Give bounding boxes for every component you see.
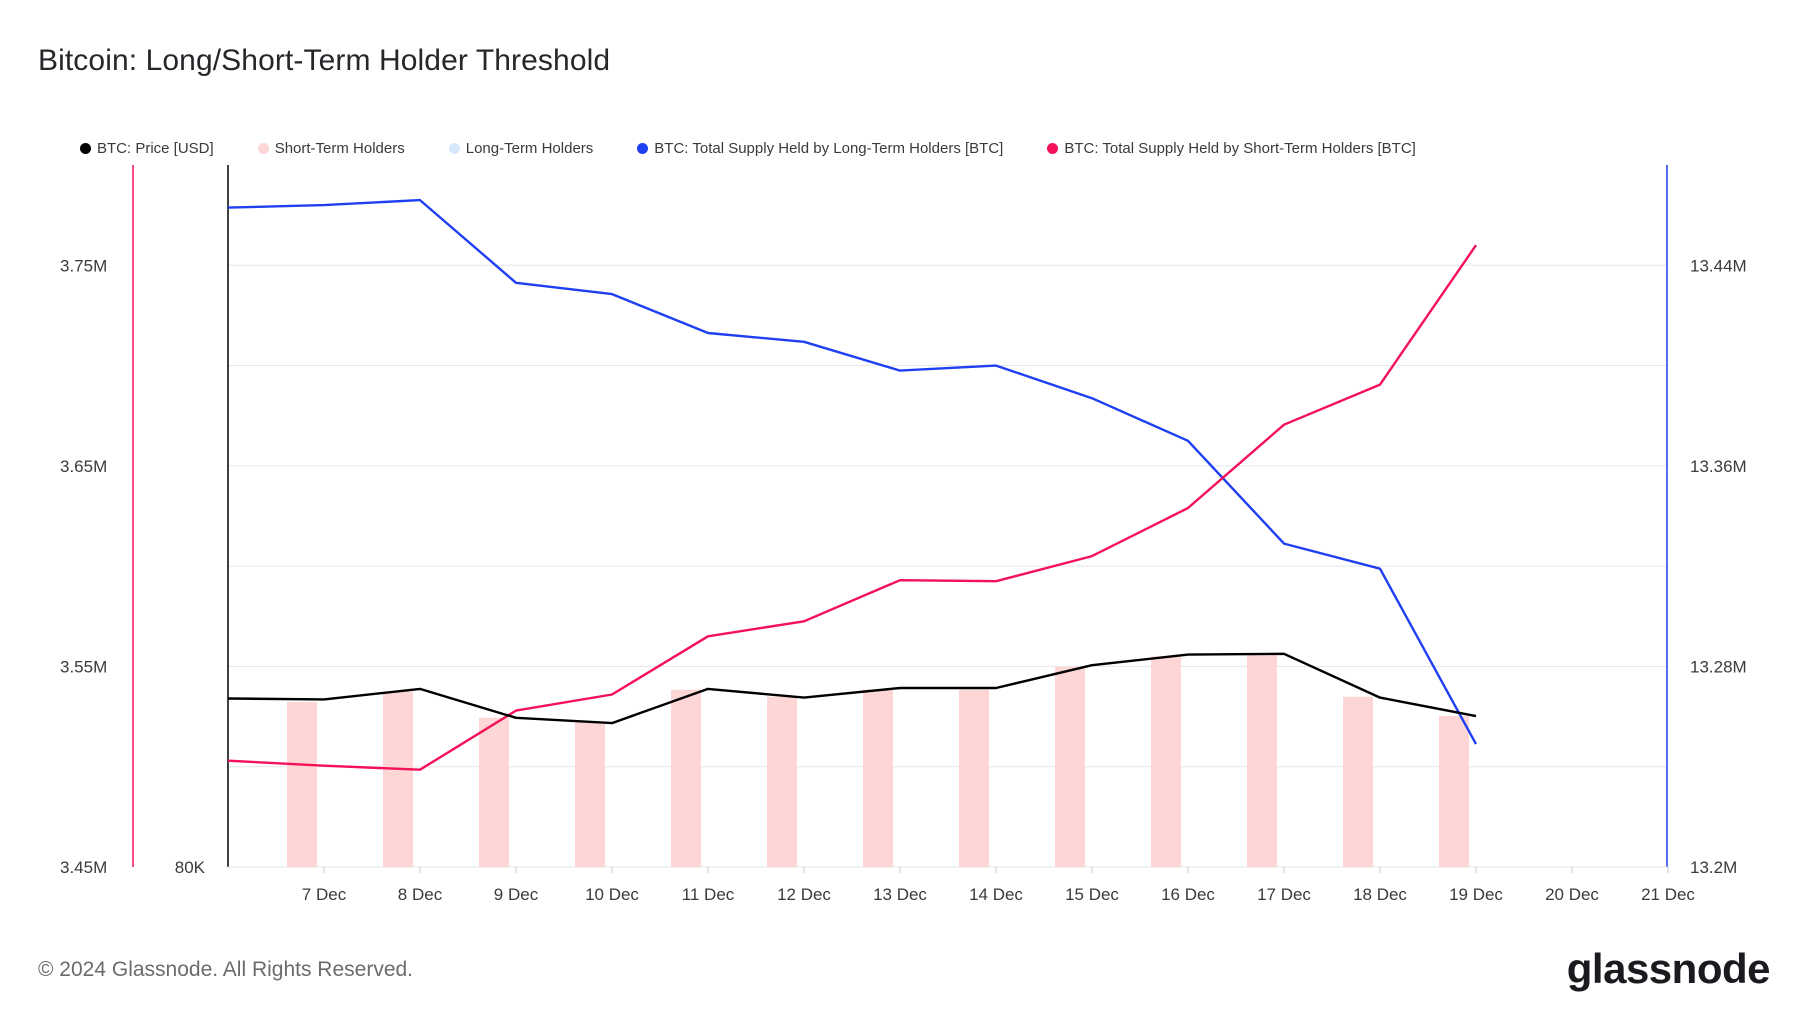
bar-short-term-holders xyxy=(479,717,509,867)
legend-item[interactable]: BTC: Total Supply Held by Short-Term Hol… xyxy=(1047,140,1416,157)
x-axis-tick-label: 15 Dec xyxy=(1065,885,1119,904)
right-axis-tick-label: 13.2M xyxy=(1690,858,1737,877)
x-axis-tick-label: 13 Dec xyxy=(873,885,927,904)
left-axis-tick-label: 3.65M xyxy=(60,457,107,476)
bar-short-term-holders xyxy=(1151,656,1181,867)
legend-label: Short-Term Holders xyxy=(274,140,405,157)
bar-short-term-holders xyxy=(671,689,701,867)
glassnode-logo: glassnode xyxy=(1566,945,1771,992)
x-axis-tick-label: 11 Dec xyxy=(682,885,735,904)
legend-item[interactable]: BTC: Price [USD] xyxy=(80,140,214,157)
copyright-text: © 2024 Glassnode. All Rights Reserved. xyxy=(38,958,414,981)
x-axis-tick-label: 10 Dec xyxy=(585,885,639,904)
price-axis-tick-label: 80K xyxy=(175,858,206,877)
btc-price-line xyxy=(227,652,1477,725)
x-axis-tick-label: 17 Dec xyxy=(1257,885,1311,904)
x-axis-tick-label: 14 Dec xyxy=(969,885,1023,904)
legend-label: BTC: Total Supply Held by Short-Term Hol… xyxy=(1064,140,1416,157)
legend-item[interactable]: Short-Term Holders xyxy=(257,140,405,157)
legend-label: BTC: Total Supply Held by Long-Term Hold… xyxy=(654,140,1004,157)
x-axis-tick-label: 8 Dec xyxy=(398,885,443,904)
bar-short-term-holders xyxy=(1439,716,1469,867)
left-axis-tick-label: 3.45M xyxy=(60,858,107,877)
legend-item[interactable]: BTC: Total Supply Held by Long-Term Hold… xyxy=(637,140,1003,157)
chart-legend: BTC: Price [USD] Short-Term Holders Long-T… xyxy=(80,140,1460,157)
x-axis-tick-label: 16 Dec xyxy=(1161,885,1215,904)
bar-short-term-holders xyxy=(863,689,893,867)
bar-short-term-holders xyxy=(287,702,317,867)
left-axis-tick-label: 3.55M xyxy=(60,657,107,676)
bar-short-term-holders xyxy=(1247,652,1277,867)
bar-short-term-holders xyxy=(767,696,797,867)
legend-dot-icon xyxy=(1047,143,1059,154)
bar-short-term-holders xyxy=(959,689,989,867)
x-axis-tick-label: 7 Dec xyxy=(302,885,347,904)
legend-item[interactable]: Long-Term Holders xyxy=(448,140,594,157)
bar-short-term-holders xyxy=(575,721,605,867)
chart-title: Bitcoin: Long/Short-Term Holder Threshol… xyxy=(38,44,611,77)
legend-dot-icon xyxy=(637,143,649,154)
bar-short-term-holders xyxy=(1343,696,1373,867)
legend-label: Long-Term Holders xyxy=(465,140,594,157)
x-axis-tick-label: 20 Dec xyxy=(1545,885,1599,904)
bar-short-term-holders xyxy=(1055,666,1085,867)
legend-dot-icon xyxy=(80,143,91,154)
x-axis-tick-label: 18 Dec xyxy=(1353,885,1407,904)
sth-supply-line xyxy=(227,244,1477,771)
x-axis-tick-label: 21 Dec xyxy=(1641,885,1695,904)
left-axis-tick-label: 3.75M xyxy=(60,256,107,275)
right-axis-tick-label: 13.36M xyxy=(1690,457,1747,476)
x-axis-tick-label: 9 Dec xyxy=(494,885,539,904)
x-axis-tick-label: 12 Dec xyxy=(777,885,831,904)
x-axis-tick-label: 19 Dec xyxy=(1449,885,1503,904)
bar-short-term-holders xyxy=(383,691,413,867)
right-axis-tick-label: 13.28M xyxy=(1690,657,1747,676)
right-axis-tick-label: 13.44M xyxy=(1690,256,1747,275)
legend-dot-icon xyxy=(257,143,269,154)
legend-dot-icon xyxy=(448,143,460,154)
legend-label: BTC: Price [USD] xyxy=(97,140,214,157)
lth-supply-line xyxy=(227,198,1478,745)
